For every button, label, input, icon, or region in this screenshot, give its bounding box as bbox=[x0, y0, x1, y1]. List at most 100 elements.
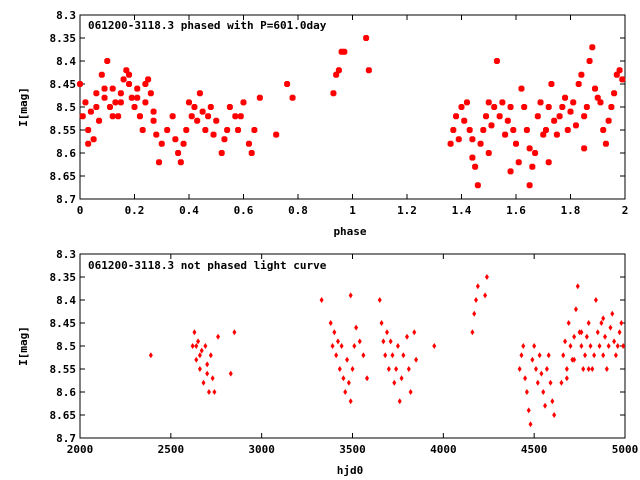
data-point bbox=[164, 127, 171, 133]
data-point bbox=[248, 150, 255, 156]
data-point bbox=[559, 104, 566, 110]
data-point bbox=[586, 366, 591, 372]
data-point bbox=[579, 343, 584, 349]
data-point bbox=[573, 306, 578, 313]
data-point bbox=[341, 48, 348, 55]
data-point bbox=[363, 35, 370, 41]
chart-title: 061200-3118.3 not phased light curve bbox=[88, 259, 327, 272]
data-point bbox=[502, 131, 509, 138]
data-point bbox=[619, 320, 624, 326]
data-point bbox=[126, 71, 133, 78]
data-point bbox=[610, 310, 615, 317]
data-point bbox=[621, 343, 626, 349]
data-point bbox=[589, 44, 596, 51]
data-point bbox=[117, 90, 124, 97]
data-point bbox=[613, 352, 618, 359]
data-point bbox=[524, 389, 529, 395]
data-point bbox=[333, 71, 340, 78]
x-ticks: 0 0.2 0.4 0.6 0.8 1 1.2 1.4 1.6 1.8 2 bbox=[77, 15, 628, 217]
data-point bbox=[572, 122, 579, 129]
data-point bbox=[572, 356, 577, 363]
y-tick-label: 8.6 bbox=[56, 386, 76, 399]
data-point bbox=[98, 71, 105, 78]
data-point bbox=[529, 163, 536, 170]
x-axis-label: hjd0 bbox=[337, 464, 364, 477]
data-point bbox=[548, 81, 555, 87]
x-tick-label: 4500 bbox=[521, 443, 548, 456]
data-point bbox=[545, 159, 552, 166]
data-point bbox=[472, 310, 477, 317]
y-tick-label: 8.55 bbox=[50, 363, 77, 376]
y-tick-label: 8.3 bbox=[56, 9, 76, 22]
data-point bbox=[93, 104, 100, 110]
data-point bbox=[579, 329, 584, 336]
data-point bbox=[201, 379, 206, 386]
data-point bbox=[256, 94, 263, 101]
data-point bbox=[383, 352, 388, 359]
data-point bbox=[530, 356, 535, 363]
data-point bbox=[319, 297, 324, 303]
data-point bbox=[552, 412, 557, 418]
data-point bbox=[504, 117, 511, 124]
data-point bbox=[611, 90, 618, 97]
data-point bbox=[605, 117, 612, 124]
data-point bbox=[289, 94, 296, 101]
data-point bbox=[615, 343, 620, 349]
data-point bbox=[603, 333, 608, 340]
data-point bbox=[203, 343, 208, 349]
data-point bbox=[608, 104, 615, 110]
data-point bbox=[474, 297, 479, 303]
data-point bbox=[212, 389, 217, 395]
data-point bbox=[354, 324, 359, 331]
data-point bbox=[207, 104, 214, 110]
data-point bbox=[390, 352, 395, 359]
data-point bbox=[186, 99, 192, 106]
data-point bbox=[542, 127, 549, 133]
data-point bbox=[117, 99, 124, 106]
data-point bbox=[406, 366, 411, 372]
data-point bbox=[517, 366, 522, 372]
data-point bbox=[388, 338, 393, 345]
data-point bbox=[519, 352, 524, 359]
data-point bbox=[401, 352, 406, 359]
data-point bbox=[595, 329, 600, 336]
data-point bbox=[194, 356, 199, 363]
data-point bbox=[510, 127, 517, 133]
data-point bbox=[361, 352, 366, 359]
data-point bbox=[197, 352, 202, 359]
data-point bbox=[332, 329, 337, 336]
data-point bbox=[483, 113, 490, 120]
data-point bbox=[188, 113, 195, 120]
data-point bbox=[348, 292, 353, 299]
data-point bbox=[581, 113, 588, 120]
x-tick-label: 2500 bbox=[158, 443, 185, 456]
y-tick-label: 8.4 bbox=[56, 294, 76, 307]
y-tick-label: 8.65 bbox=[50, 409, 77, 422]
y-tick-label: 8.55 bbox=[50, 124, 77, 137]
data-point bbox=[559, 379, 564, 386]
data-point bbox=[399, 375, 404, 382]
data-point bbox=[150, 117, 157, 124]
data-point bbox=[453, 113, 460, 120]
data-point bbox=[447, 140, 454, 147]
data-point bbox=[87, 108, 94, 115]
data-point bbox=[541, 389, 546, 395]
data-point bbox=[175, 150, 182, 156]
plot-frame bbox=[79, 14, 626, 200]
data-point bbox=[608, 324, 613, 331]
x-tick-label: 4000 bbox=[430, 443, 457, 456]
data-point bbox=[562, 94, 569, 101]
data-point bbox=[397, 398, 402, 405]
x-axis-label: phase bbox=[333, 225, 366, 238]
data-point bbox=[394, 366, 399, 372]
data-point bbox=[352, 343, 357, 349]
data-point bbox=[334, 352, 339, 359]
data-point bbox=[458, 104, 465, 110]
data-point bbox=[192, 329, 197, 336]
data-point bbox=[172, 136, 179, 143]
data-point bbox=[134, 85, 141, 92]
data-point bbox=[523, 375, 528, 382]
data-point bbox=[561, 352, 566, 359]
x-tick-label: 3500 bbox=[339, 443, 366, 456]
data-point bbox=[408, 389, 413, 395]
